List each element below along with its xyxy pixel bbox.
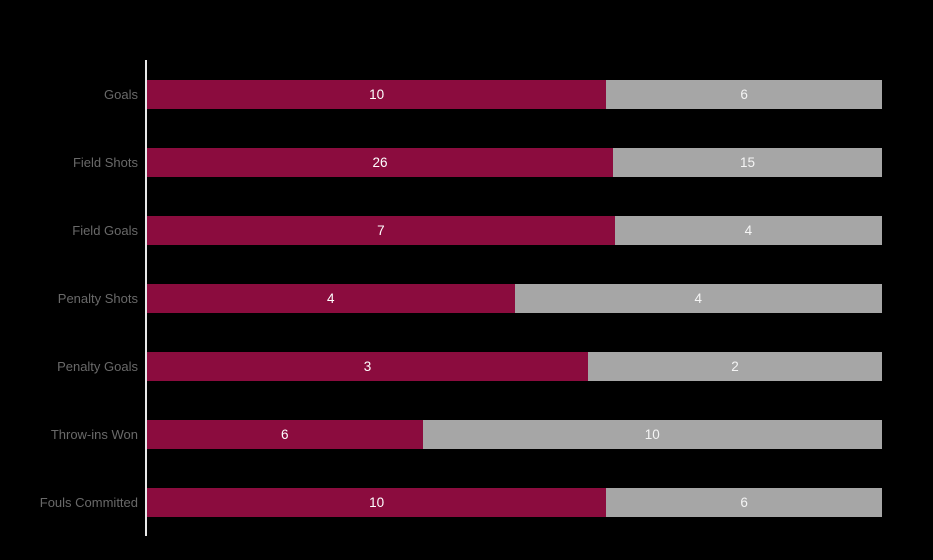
value-label: 4 [326, 291, 335, 306]
bar-track: 26 15 [147, 148, 882, 177]
bar-segment-series_1: 10 [147, 488, 607, 517]
category-label: Penalty Shots [57, 291, 138, 306]
value-label: 4 [694, 291, 702, 306]
bar-segment-series_2: 6 [606, 80, 882, 109]
bar-track: 10 6 [147, 80, 882, 109]
bar-segment-series_1: 10 [147, 80, 607, 109]
bar-segment-series_2: 6 [606, 488, 882, 517]
value-label: 10 [644, 427, 660, 442]
category-axis-line [145, 60, 147, 536]
chart-row: Field Shots 26 15 [0, 148, 933, 177]
value-label: 3 [363, 359, 372, 374]
bar-segment-series_1: 3 [147, 352, 588, 381]
chart-row: Throw-ins Won 6 10 [0, 420, 933, 449]
value-label: 6 [740, 87, 748, 102]
value-label: 6 [281, 427, 289, 442]
chart-row: Penalty Goals 3 2 [0, 352, 933, 381]
bar-segment-series_1: 26 [147, 148, 614, 177]
category-label: Throw-ins Won [50, 427, 138, 442]
value-label: 10 [369, 495, 385, 510]
bar-segment-series_2: 4 [614, 216, 882, 245]
bar-segment-series_2: 2 [588, 352, 882, 381]
value-label: 15 [740, 155, 756, 170]
bar-segment-series_1: 4 [147, 284, 515, 313]
bar-segment-series_1: 7 [147, 216, 615, 245]
value-label: 7 [377, 223, 385, 238]
bar-track: 10 6 [147, 488, 882, 517]
category-label: Field Shots [72, 155, 138, 170]
bar-segment-series_2: 15 [613, 148, 882, 177]
chart-row: Penalty Shots 4 4 [0, 284, 933, 313]
bar-segment-series_2: 4 [514, 284, 882, 313]
chart-row: Goals 10 6 [0, 80, 933, 109]
value-label: 6 [740, 495, 748, 510]
bar-track: 6 10 [147, 420, 882, 449]
chart-row: Fouls Committed 10 6 [0, 488, 933, 517]
category-label: Goals [104, 87, 138, 102]
category-label: Field Goals [72, 223, 138, 238]
bar-segment-series_1: 6 [147, 420, 423, 449]
value-label: 2 [731, 359, 739, 374]
value-label: 4 [744, 223, 753, 238]
category-label: Penalty Goals [57, 359, 138, 374]
value-label: 26 [372, 155, 388, 170]
bar-segment-series_2: 10 [422, 420, 882, 449]
chart-row: Field Goals 7 4 [0, 216, 933, 245]
value-label: 10 [369, 87, 385, 102]
category-label: Fouls Committed [39, 495, 138, 510]
